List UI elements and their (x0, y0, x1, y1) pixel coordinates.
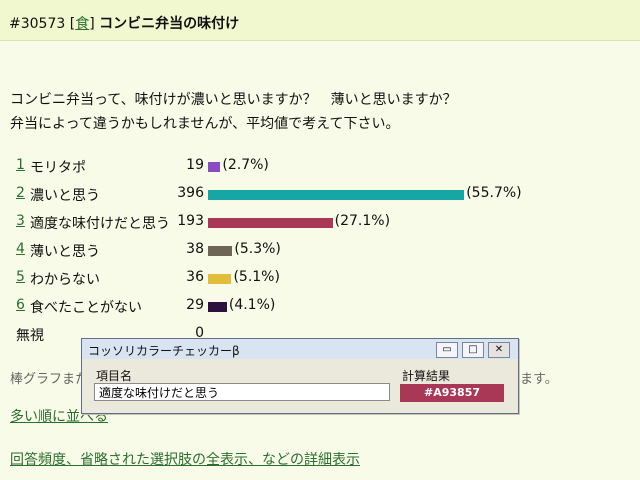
option-count: 38 (186, 241, 204, 257)
details-link[interactable]: 回答頻度、省略された選択肢の全表示、などの詳細表示 (10, 452, 360, 468)
option-percent: (27.1%) (334, 213, 391, 229)
minimize-button[interactable]: ▭ (436, 342, 458, 358)
option-number-link[interactable]: 2 (16, 185, 25, 201)
question-text: コンビニ弁当って、味付けが濃いと思いますか？ 薄いと思いますか？ 弁当によって違… (10, 88, 457, 136)
option-count: 19 (186, 157, 204, 173)
question-line-2: 弁当によって違うかもしれませんが、平均値で考えて下さい。 (10, 116, 400, 132)
behind-text-left: 棒グラフまた (10, 372, 89, 387)
option-label: 適度な味付けだと思う (30, 216, 170, 232)
poll-row: 6 食べたことがない 29 (4.1%) (14, 294, 434, 322)
header-bar: #30573 [食] コンビニ弁当の味付け (0, 0, 640, 41)
option-bar (208, 190, 465, 200)
option-label: わからない (30, 272, 100, 288)
item-name-label: 項目名 (96, 369, 133, 383)
poll-row: 3 適度な味付けだと思う 193 (27.1%) (14, 210, 434, 238)
option-label: モリタポ (30, 160, 86, 176)
poll-row: 4 薄いと思う 38 (5.3%) (14, 238, 434, 266)
option-count: 396 (177, 185, 204, 201)
option-number-link[interactable]: 3 (16, 213, 25, 229)
question-title: コンビニ弁当の味付け (99, 16, 240, 32)
category-link[interactable]: 食 (75, 16, 90, 32)
option-bar (208, 162, 221, 172)
option-bar (208, 274, 232, 284)
option-bar (208, 218, 333, 228)
option-percent: (2.7%) (222, 157, 269, 173)
option-percent: (55.7%) (466, 185, 522, 201)
option-bar (208, 302, 227, 312)
option-count: 29 (186, 297, 204, 313)
option-percent: (5.1%) (233, 269, 280, 285)
option-label: 薄いと思う (30, 244, 100, 260)
poll-results: 1 モリタポ 19 (2.7%) 2 濃いと思う 396 (55.7%) 3 適度な味付けだと思う… (14, 154, 522, 350)
option-percent: (5.3%) (234, 241, 281, 257)
option-number-link[interactable]: 4 (16, 241, 25, 257)
poll-row: 5 わからない 36 (5.1%) (14, 266, 434, 294)
color-checker-dialog: コッソリカラーチェッカーβ ▭ □ ✕ 項目名 計算結果 #A93857 (81, 338, 519, 414)
option-label: 濃いと思う (30, 188, 100, 204)
maximize-button[interactable]: □ (462, 342, 484, 358)
category-bracket-right: ] (89, 16, 95, 32)
option-label: 食べたことがない (30, 300, 142, 316)
category-bracket-left: [ (69, 16, 76, 32)
question-id: #30573 (9, 16, 66, 32)
behind-text-right: ます。 (520, 372, 558, 387)
option-number-link[interactable]: 6 (16, 297, 25, 313)
option-number-link[interactable]: 1 (16, 157, 25, 173)
poll-row: 1 モリタポ 19 (2.7%) (14, 154, 434, 182)
option-bar (208, 246, 233, 256)
question-line-1: コンビニ弁当って、味付けが濃いと思いますか？ 薄いと思いますか？ (10, 92, 457, 108)
poll-row-none: 無視 0 (14, 322, 434, 350)
close-button[interactable]: ✕ (488, 342, 510, 358)
none-count: 0 (195, 325, 204, 341)
option-count: 36 (186, 269, 204, 285)
result-label: 計算結果 (402, 369, 451, 383)
option-percent: (4.1%) (228, 297, 276, 313)
dialog-title: コッソリカラーチェッカーβ (88, 344, 240, 358)
none-label: 無視 (16, 328, 44, 344)
item-name-input[interactable] (94, 383, 390, 401)
option-number-link[interactable]: 5 (16, 269, 25, 285)
dialog-titlebar[interactable]: コッソリカラーチェッカーβ ▭ □ ✕ (82, 339, 518, 359)
result-value: #A93857 (400, 384, 504, 402)
option-count: 193 (177, 213, 204, 229)
poll-row: 2 濃いと思う 396 (55.7%) (14, 182, 522, 210)
